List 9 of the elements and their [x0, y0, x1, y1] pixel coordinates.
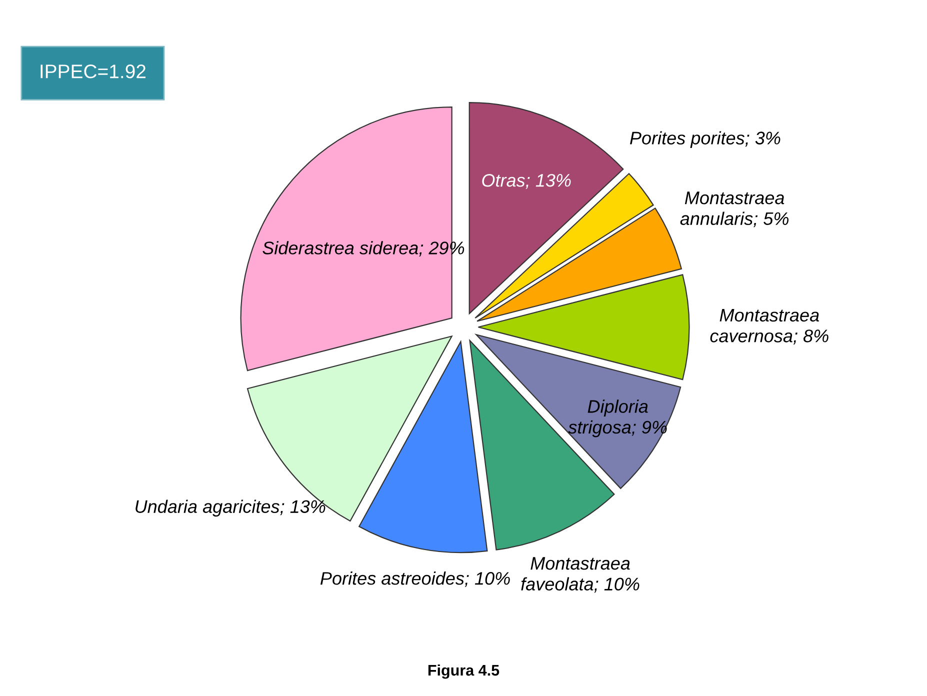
slice-label: Montastraea cavernosa; 8% [710, 308, 828, 344]
slice-label: Porites porites; 3% [630, 131, 780, 148]
slice-label: Montastraea faveolata; 10% [521, 557, 640, 593]
text: Figura 4.5 [428, 664, 500, 679]
text: IPPEC=1.92 [40, 64, 146, 78]
slice-label: Otras; 13% [482, 174, 571, 189]
slice-label: Porites astreoides; 10% [320, 572, 510, 587]
slice-label: Undaria agaricites; 13% [136, 500, 326, 517]
slice-label: Montastraea annularis; 5% [680, 192, 788, 228]
